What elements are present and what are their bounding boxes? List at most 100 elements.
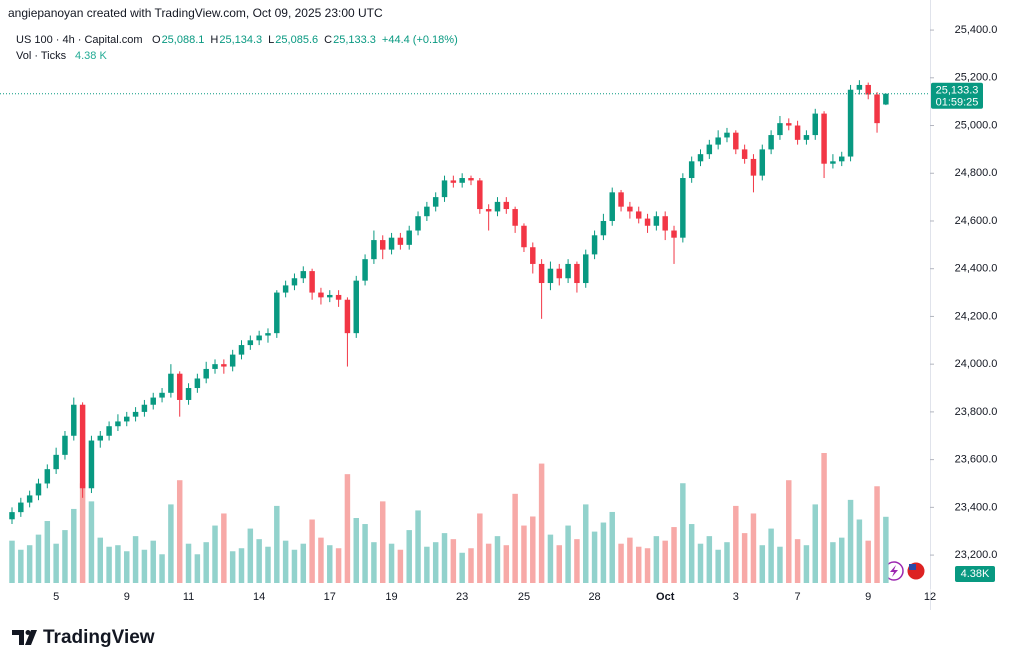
- candle-body: [18, 502, 24, 513]
- candle-body: [9, 512, 15, 520]
- candle-body: [229, 354, 236, 367]
- candle-body: [635, 211, 642, 219]
- candle-body: [274, 292, 280, 334]
- volume-bar: [591, 531, 598, 583]
- volume-bar: [406, 530, 412, 583]
- volume-badge-bg: [955, 566, 995, 582]
- volume-bar: [503, 545, 510, 583]
- volume-bar: [759, 545, 766, 583]
- volume-bar: [106, 546, 112, 583]
- volume-bar: [530, 516, 536, 583]
- candle-body: [759, 149, 766, 176]
- candle-body: [697, 154, 704, 162]
- candle-body: [238, 345, 245, 355]
- price-badge: 25,133.3: [936, 85, 979, 97]
- volume-bar: [609, 511, 615, 583]
- candle-body: [591, 235, 598, 255]
- candle-body: [327, 294, 333, 298]
- volume-bar: [688, 524, 695, 583]
- candle-body: [830, 161, 836, 164]
- event-icon: [890, 565, 898, 577]
- candle-body: [406, 230, 412, 245]
- candle-body: [856, 84, 863, 90]
- candle-body: [194, 378, 201, 389]
- candle-body: [335, 294, 342, 300]
- candle-body: [35, 483, 42, 496]
- volume-bar: [415, 510, 421, 583]
- volume-bar: [168, 504, 174, 583]
- volume-bar: [468, 548, 474, 583]
- x-tick-label: 12: [924, 591, 936, 603]
- volume-bar: [256, 539, 262, 583]
- candle-body: [874, 94, 880, 124]
- candle-body: [150, 397, 156, 405]
- event-icon: [909, 564, 916, 570]
- legend: US 100 · 4h · Capital.com Vol · Ticks 4.…: [16, 34, 458, 62]
- candle-body: [838, 156, 845, 162]
- volume-bar: [229, 551, 236, 583]
- candle-body: [803, 135, 810, 140]
- x-tick-label: 14: [253, 591, 265, 603]
- volume-bar: [424, 546, 430, 583]
- logo: TradingView: [12, 627, 155, 648]
- volume-bar: [521, 525, 527, 583]
- y-tick-label: 24,400.0: [955, 263, 998, 275]
- candle-body: [44, 469, 51, 484]
- candle-body: [530, 247, 536, 264]
- x-tick-label: 28: [588, 591, 600, 603]
- volume-bar: [838, 537, 845, 583]
- volume-bar: [485, 543, 492, 583]
- logo-text: TradingView: [43, 627, 155, 648]
- candle-body: [124, 416, 130, 422]
- candle-body: [503, 201, 510, 210]
- volume-bar: [794, 539, 801, 583]
- volume-bar: [97, 537, 104, 583]
- volume-bar: [353, 518, 359, 583]
- candle-body: [847, 89, 854, 157]
- volume-bar: [583, 504, 589, 583]
- candle-body: [821, 113, 827, 164]
- volume-bar: [115, 545, 121, 583]
- volume-bar: [750, 513, 757, 583]
- y-tick-label: 23,200.0: [955, 549, 998, 561]
- ohlc-key: L: [268, 34, 274, 46]
- volume-bar: [53, 543, 59, 583]
- candle-body: [371, 240, 377, 260]
- x-tick-label: 9: [124, 591, 130, 603]
- price-badge-bg: [931, 82, 983, 109]
- volume-bar: [556, 545, 563, 583]
- candle-body: [256, 335, 262, 341]
- candle-body: [865, 84, 871, 95]
- candle-body: [680, 178, 686, 238]
- volume-bar: [786, 480, 792, 583]
- candle-body: [291, 278, 298, 286]
- candles: [9, 80, 889, 525]
- candle-body: [353, 280, 359, 334]
- candle-body: [168, 373, 174, 393]
- candle-body: [494, 201, 501, 212]
- candle-body: [300, 271, 307, 279]
- volume-bar: [538, 463, 545, 583]
- volume-bar: [247, 528, 254, 583]
- x-tick-label: 7: [795, 591, 801, 603]
- candle-body: [883, 93, 889, 105]
- volume-bar: [574, 539, 580, 583]
- volume-bar: [132, 536, 139, 583]
- candle-body: [79, 404, 86, 489]
- x-tick-label: 5: [53, 591, 59, 603]
- candle-body: [450, 180, 457, 183]
- candle-body: [424, 206, 430, 217]
- candle-body: [88, 440, 95, 489]
- candle-body: [777, 123, 783, 136]
- candle-body: [662, 216, 668, 231]
- volume-bar: [883, 516, 889, 583]
- volume-bar: [397, 549, 404, 583]
- volume-bar: [618, 543, 624, 583]
- candle-body: [627, 206, 633, 212]
- ohlc-key: H: [210, 34, 218, 46]
- candle-body: [583, 254, 589, 284]
- candle-body: [221, 364, 227, 367]
- volume-bar: [79, 483, 86, 583]
- candle-body: [106, 426, 112, 436]
- candle-body: [556, 268, 563, 279]
